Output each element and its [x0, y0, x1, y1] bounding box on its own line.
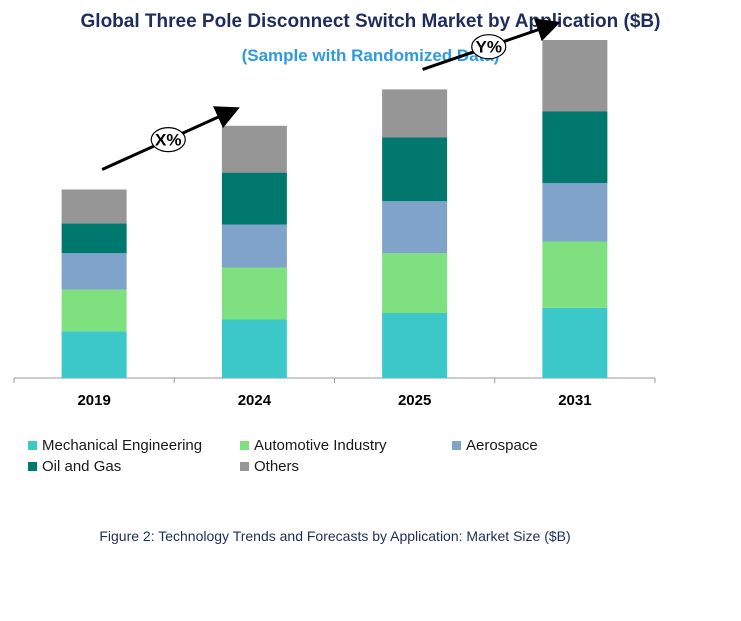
legend-label: Others: [254, 458, 300, 475]
bar-segment-automotive-industry: [221, 267, 287, 320]
bar-segment-others: [61, 189, 127, 224]
legend-label: Aerospace: [466, 437, 538, 454]
bar-segment-automotive-industry: [542, 241, 608, 308]
legend-item: Mechanical Engineering: [28, 436, 240, 455]
bar-segment-aerospace: [221, 224, 287, 268]
x-tick-label: 2025: [398, 392, 431, 409]
bar-segment-others: [382, 89, 448, 138]
bar-segment-mechanical-engineering: [221, 319, 287, 378]
bar-segment-automotive-industry: [382, 253, 448, 313]
bar-segment-oil-and-gas: [221, 172, 287, 225]
legend-label: Mechanical Engineering: [42, 437, 203, 454]
bar-segment-aerospace: [61, 253, 127, 290]
bar-segment-others: [542, 40, 608, 112]
legend-swatch: [240, 462, 249, 471]
legend-label: Automotive Industry: [254, 437, 387, 454]
bar-segment-mechanical-engineering: [382, 313, 448, 378]
legend-swatch: [240, 441, 249, 450]
bar-segment-oil-and-gas: [542, 111, 608, 183]
legend-swatch: [452, 441, 461, 450]
bar-segment-mechanical-engineering: [542, 307, 608, 378]
legend-item: Aerospace: [452, 436, 648, 455]
x-tick-label: 2019: [77, 392, 110, 409]
chart-title: Global Three Pole Disconnect Switch Mark…: [80, 11, 661, 32]
bar-segment-mechanical-engineering: [61, 331, 127, 378]
growth-label-oval: [150, 127, 186, 153]
bar-segment-aerospace: [542, 183, 608, 242]
x-tick-label: 2031: [558, 392, 591, 409]
growth-label-oval: [471, 34, 507, 60]
growth-label: X%: [155, 131, 181, 150]
legend-item: Others: [240, 457, 452, 476]
bar-segment-oil-and-gas: [61, 223, 127, 254]
bar-segment-aerospace: [382, 201, 448, 254]
stacked-bar-chart: 2019 2024 2025 2031 X% Y%: [13, 18, 656, 409]
legend-swatch: [28, 441, 37, 450]
legend-item: Oil and Gas: [28, 457, 240, 476]
x-tick-label: 2024: [238, 392, 272, 409]
chart-subtitle: (Sample with Randomized Data): [241, 46, 500, 65]
bar-segment-automotive-industry: [61, 289, 127, 332]
growth-label: Y%: [476, 38, 502, 57]
figure-caption: Figure 2: Technology Trends and Forecast…: [99, 528, 571, 544]
chart-legend: Mechanical Engineering Automotive Industr…: [28, 436, 648, 476]
legend-swatch: [28, 462, 37, 471]
legend-item: Automotive Industry: [240, 436, 452, 455]
bar-segment-others: [221, 125, 287, 173]
bar-segment-oil-and-gas: [382, 137, 448, 202]
legend-label: Oil and Gas: [42, 458, 122, 475]
